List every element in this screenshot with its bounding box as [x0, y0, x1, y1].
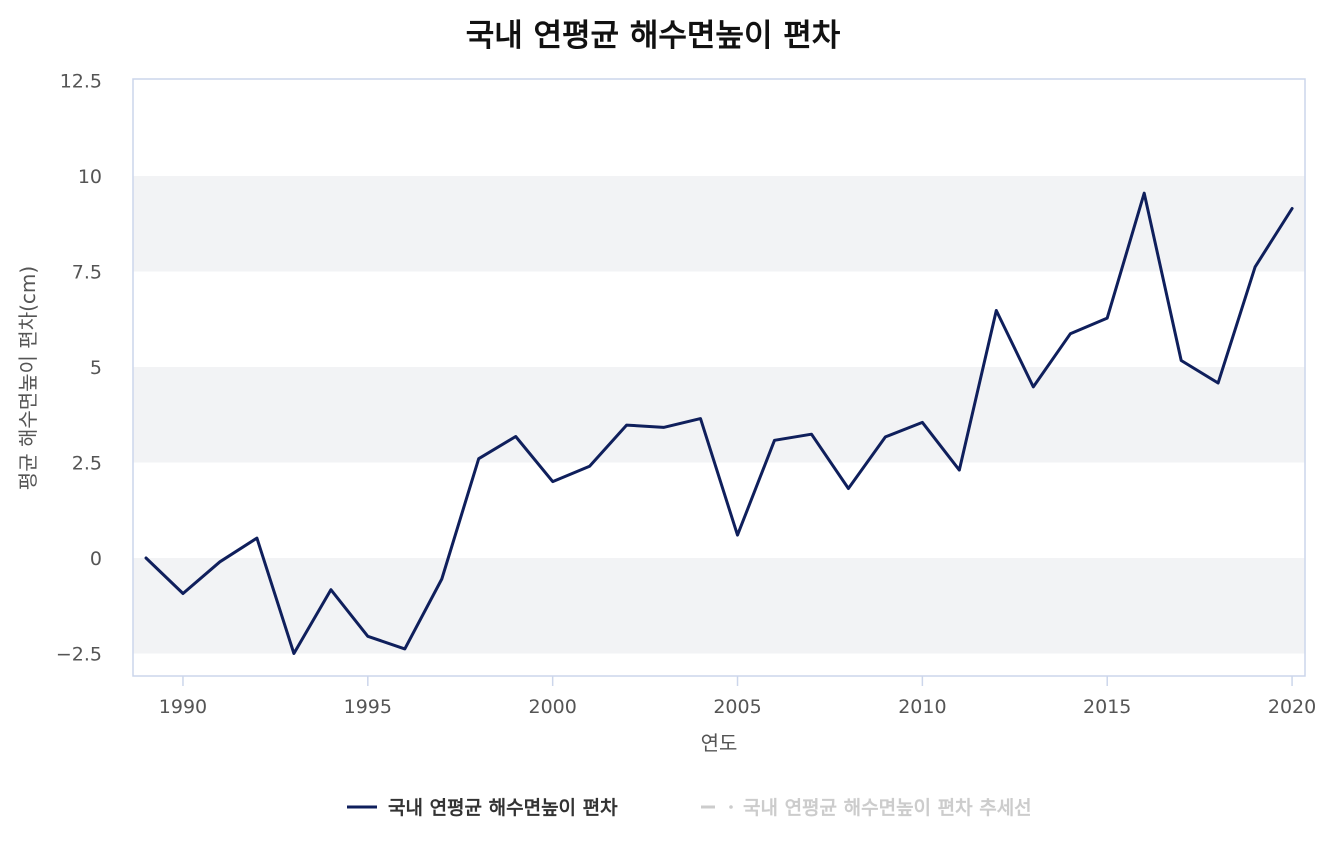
x-tick-label: 2010 — [898, 696, 946, 718]
data-point[interactable] — [1138, 187, 1150, 199]
data-point[interactable] — [362, 630, 374, 642]
x-tick-label: 2015 — [1083, 696, 1131, 718]
data-point[interactable] — [325, 584, 337, 596]
data-point[interactable] — [436, 573, 448, 585]
data-point[interactable] — [1212, 377, 1224, 389]
data-point[interactable] — [842, 482, 854, 494]
y-tick-label: 0 — [90, 548, 102, 570]
data-point[interactable] — [990, 304, 1002, 316]
y-tick-label: −2.5 — [56, 644, 102, 666]
x-axis-title: 연도 — [701, 731, 738, 755]
y-tick-label: 5 — [90, 357, 102, 379]
data-point[interactable] — [399, 643, 411, 655]
data-point[interactable] — [547, 476, 559, 488]
data-point[interactable] — [768, 434, 780, 446]
legend: 국내 연평균 해수면높이 편차 국내 연평균 해수면높이 편차 추세선 — [347, 797, 1032, 819]
data-point[interactable] — [1175, 355, 1187, 367]
x-tick-label: 2000 — [528, 696, 576, 718]
x-tick-label: 2005 — [713, 696, 761, 718]
y-tick-label: 10 — [78, 166, 102, 188]
data-point[interactable] — [916, 416, 928, 428]
data-point[interactable] — [1286, 202, 1298, 214]
y-tick-label: 2.5 — [72, 453, 102, 475]
legend-series-label: 국내 연평균 해수면높이 편차 — [388, 797, 618, 819]
series-layer — [140, 187, 1298, 660]
data-point[interactable] — [288, 648, 300, 660]
data-point[interactable] — [251, 532, 263, 544]
legend-trendline-label: 국내 연평균 해수면높이 편차 추세선 — [743, 797, 1032, 819]
background-band — [133, 176, 1305, 272]
x-tick-label: 2020 — [1268, 696, 1316, 718]
background-band — [133, 558, 1305, 654]
data-point[interactable] — [473, 453, 485, 465]
background-bands — [133, 176, 1305, 654]
data-point[interactable] — [621, 419, 633, 431]
data-point[interactable] — [140, 552, 152, 564]
data-point[interactable] — [1027, 381, 1039, 393]
data-point[interactable] — [1249, 261, 1261, 273]
data-point[interactable] — [1101, 312, 1113, 324]
data-point[interactable] — [695, 413, 707, 425]
data-point[interactable] — [584, 460, 596, 472]
data-point[interactable] — [805, 428, 817, 440]
data-point[interactable] — [658, 421, 670, 433]
chart-title: 국내 연평균 해수면높이 편차 — [466, 18, 841, 54]
legend-trendline-dot-icon — [729, 805, 733, 809]
data-point[interactable] — [732, 529, 744, 541]
data-point[interactable] — [1064, 328, 1076, 340]
x-axis-ticks: 1990 1995 2000 2005 2010 2015 2020 — [159, 676, 1316, 718]
legend-item-trendline[interactable]: 국내 연평균 해수면높이 편차 추세선 — [701, 797, 1032, 819]
y-axis-title: 평균 해수면높이 편차(cm) — [16, 266, 40, 490]
data-point[interactable] — [953, 464, 965, 476]
y-axis-ticks: −2.5 0 2.5 5 7.5 10 12.5 — [56, 71, 102, 666]
background-band — [133, 367, 1305, 463]
x-tick-label: 1995 — [344, 696, 392, 718]
legend-item-series[interactable]: 국내 연평균 해수면높이 편차 — [347, 797, 618, 819]
data-point[interactable] — [879, 431, 891, 443]
y-tick-label: 7.5 — [72, 262, 102, 284]
plot-area — [132, 78, 1306, 677]
y-tick-label: 12.5 — [60, 71, 102, 93]
data-point[interactable] — [510, 431, 522, 443]
series-line[interactable] — [144, 191, 1294, 655]
data-point[interactable] — [214, 556, 226, 568]
x-tick-label: 1990 — [159, 696, 207, 718]
data-point[interactable] — [177, 588, 189, 600]
